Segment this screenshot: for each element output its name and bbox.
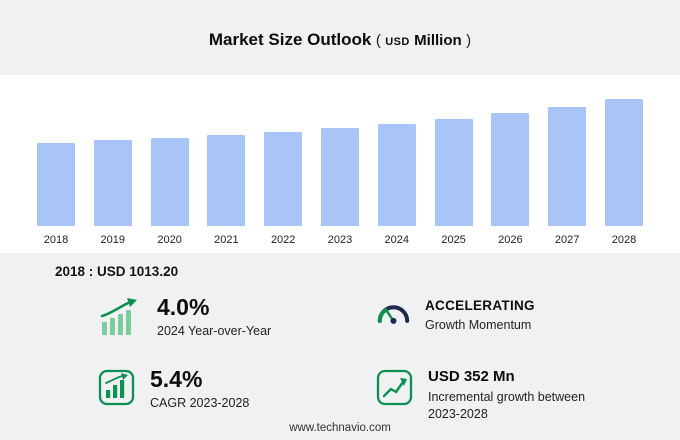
x-axis-label: 2022 <box>270 234 296 246</box>
bar <box>207 135 246 226</box>
x-axis-label: 2021 <box>214 234 239 246</box>
title-paren-close: ) <box>466 32 472 49</box>
bar-chart: 2018 2019 2020 2021 2022 2023 2024 2025 2026 2027… <box>0 75 680 253</box>
stat-value-cagr: 5.4% <box>150 366 203 393</box>
title-paren-open: ( <box>375 32 381 49</box>
x-axis-label: 2018 <box>43 234 69 246</box>
bar <box>150 138 189 226</box>
x-axis-label: 2027 <box>554 234 580 246</box>
bar <box>604 99 643 226</box>
incremental-growth-icon <box>376 369 413 406</box>
bar-2022: 2022 <box>263 89 303 247</box>
bar <box>37 143 75 226</box>
x-axis-label: 2028 <box>611 234 637 246</box>
bar-2018: 2018 <box>36 89 76 247</box>
bar-2020: 2020 <box>150 89 190 247</box>
stat-incremental: USD 352 Mn Incremental growth between 20… <box>376 367 660 423</box>
bar <box>548 107 587 226</box>
bar <box>434 119 473 226</box>
bar <box>93 140 132 226</box>
x-axis-label: 2026 <box>498 234 523 246</box>
bar <box>264 132 303 226</box>
stat-caption-momentum: Growth Momentum <box>425 318 532 332</box>
x-axis-label: 2025 <box>441 234 466 246</box>
stat-value-yoy: 4.0% <box>157 294 210 320</box>
stat-caption-cagr: CAGR 2023-2028 <box>150 396 250 411</box>
stats-grid: 4.0% 2024 Year-over-Year ACCELERATING Gr… <box>0 279 680 423</box>
bar-series: 2018 2019 2020 2021 2022 2023 2024 2025 2026 2027… <box>36 89 644 247</box>
bar-2025: 2025 <box>434 89 474 247</box>
title-text: Market Size Outlook <box>208 30 372 49</box>
stat-yoy-growth: 4.0% 2024 Year-over-Year <box>98 295 376 340</box>
bar-2028: 2028 <box>604 89 644 247</box>
bar-growth-icon <box>98 297 142 339</box>
bar-2019: 2019 <box>93 89 133 247</box>
x-axis-label: 2024 <box>384 234 410 246</box>
stat-value-incremental: USD 352 Mn <box>428 368 515 386</box>
footer-link[interactable]: www.technavio.com <box>289 422 391 434</box>
bar-2027: 2027 <box>547 89 587 247</box>
gauge-icon <box>376 297 410 325</box>
bar-2026: 2026 <box>490 89 530 247</box>
stat-cagr: 5.4% CAGR 2023-2028 <box>98 367 376 423</box>
base-year-note: 2018 : USD 1013.20 <box>55 264 179 279</box>
bar-2021: 2021 <box>206 89 246 247</box>
page-title: Market Size Outlook ( USD Million ) <box>0 0 680 58</box>
bar <box>491 113 530 226</box>
stat-value-momentum: ACCELERATING <box>425 298 535 313</box>
stat-caption-incremental: Incremental growth between 2023-2028 <box>428 390 586 421</box>
x-axis-label: 2020 <box>157 234 182 246</box>
title-currency: USD <box>385 36 410 48</box>
stat-momentum: ACCELERATING Growth Momentum <box>376 295 660 340</box>
stat-caption-yoy: 2024 Year-over-Year <box>157 324 272 339</box>
bar-2023: 2023 <box>320 89 360 247</box>
x-axis-label: 2019 <box>100 234 126 246</box>
bar <box>320 128 359 226</box>
title-unit: Million <box>414 32 462 49</box>
x-axis-label: 2023 <box>327 234 353 246</box>
bar <box>377 124 416 226</box>
bar-2024: 2024 <box>377 89 417 247</box>
cagr-bars-icon <box>98 369 135 406</box>
